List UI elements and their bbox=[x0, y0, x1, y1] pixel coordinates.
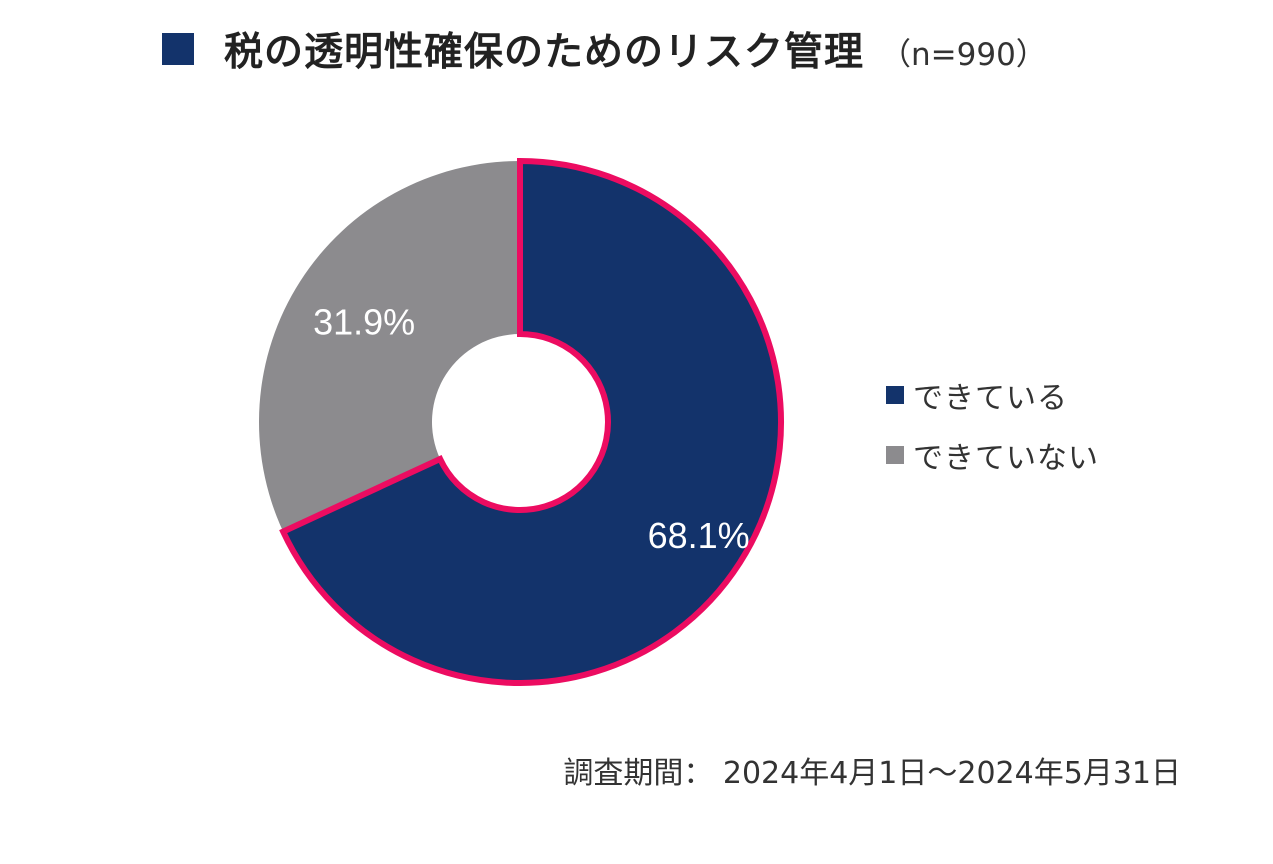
chart-title: 税の透明性確保のためのリスク管理 bbox=[224, 30, 865, 75]
legend-item-not-done: できていない bbox=[886, 436, 1099, 476]
legend-swatch-done bbox=[886, 386, 904, 404]
legend-swatch-not-done bbox=[886, 446, 904, 464]
legend-label-not-done: できていない bbox=[913, 441, 1099, 476]
slice-label-not-done: 31.9% bbox=[313, 301, 415, 342]
title-square-icon bbox=[162, 33, 194, 65]
survey-period: 調査期間： 2024年4月1日～2024年5月31日 bbox=[563, 756, 1181, 791]
slice-label-done: 68.1% bbox=[648, 515, 750, 556]
chart-legend: できている できていない bbox=[886, 376, 1099, 496]
chart-subtitle: （n=990） bbox=[880, 36, 1047, 73]
legend-item-done: できている bbox=[886, 376, 1099, 416]
chart-title-bar: 税の透明性確保のためのリスク管理 （n=990） bbox=[162, 22, 1047, 76]
legend-label-done: できている bbox=[913, 381, 1068, 416]
slice-not-done bbox=[259, 161, 520, 532]
slice-done bbox=[279, 157, 784, 686]
